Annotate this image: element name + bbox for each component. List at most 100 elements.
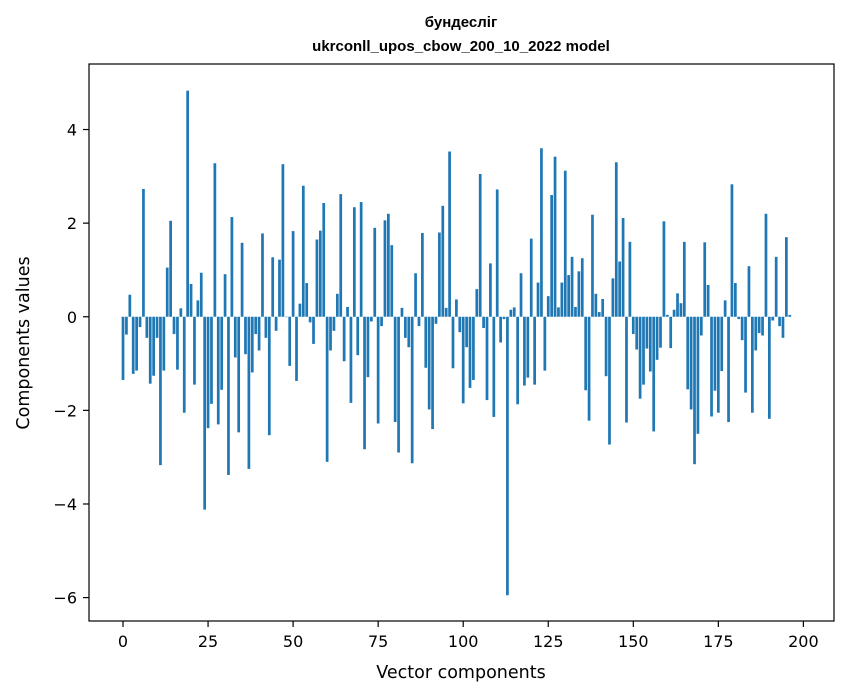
y-tick-label: −4 — [53, 495, 77, 514]
bar — [768, 316, 771, 419]
bar — [291, 231, 295, 317]
bar — [706, 284, 710, 317]
bar — [247, 316, 251, 469]
bar — [754, 316, 758, 351]
bar — [751, 316, 754, 413]
bar — [655, 316, 659, 360]
bar — [618, 261, 622, 317]
bar — [611, 278, 615, 317]
bar — [196, 300, 200, 317]
bar — [329, 316, 332, 351]
x-tick-label: 175 — [703, 632, 734, 651]
bar — [135, 316, 138, 371]
bar — [312, 316, 315, 344]
bar — [686, 316, 690, 390]
bar — [152, 316, 155, 376]
bar — [492, 316, 496, 417]
x-tick-label: 100 — [448, 632, 479, 651]
bar — [587, 316, 591, 421]
bar — [179, 308, 183, 317]
bar — [631, 316, 635, 335]
bar — [645, 316, 649, 349]
bar — [407, 316, 411, 348]
bar — [628, 241, 632, 317]
bar — [155, 316, 159, 338]
bar — [138, 316, 142, 328]
bar — [373, 227, 377, 317]
bar — [519, 273, 523, 317]
bar — [448, 151, 451, 317]
y-axis-label: Components values — [14, 256, 34, 429]
bar — [648, 316, 652, 372]
bar — [199, 272, 203, 317]
x-axis-ticks: 0 25 50 75 100 125 150 175 200 — [118, 621, 819, 651]
bar — [352, 207, 356, 317]
bar-series — [121, 90, 792, 596]
bar — [465, 316, 468, 348]
bar — [444, 307, 448, 317]
bar — [512, 307, 516, 317]
bar — [540, 148, 543, 317]
bar — [121, 316, 125, 380]
bar — [665, 314, 669, 317]
bar — [744, 316, 747, 393]
bar — [165, 267, 169, 317]
bar — [693, 316, 696, 465]
bar — [478, 174, 482, 317]
bar — [298, 303, 302, 317]
bar — [172, 316, 176, 335]
bar — [458, 316, 462, 333]
bar — [475, 289, 479, 317]
bar — [662, 221, 666, 317]
bar — [233, 316, 237, 358]
bar — [659, 316, 662, 348]
bar — [295, 316, 298, 381]
bar — [455, 299, 458, 317]
bar — [577, 271, 581, 317]
bar — [485, 316, 489, 401]
bar — [536, 282, 540, 317]
bar — [625, 316, 628, 423]
bar — [441, 205, 445, 317]
bar — [740, 316, 744, 341]
bar — [315, 239, 319, 317]
bar — [642, 316, 645, 385]
bar — [210, 316, 213, 404]
bar — [696, 316, 700, 434]
bar — [366, 316, 370, 378]
bar — [125, 316, 128, 335]
bar — [570, 256, 574, 317]
bar — [785, 237, 788, 317]
bar — [713, 316, 717, 391]
bar — [608, 316, 611, 445]
bar — [176, 316, 179, 370]
x-tick-label: 0 — [118, 632, 128, 651]
x-tick-label: 125 — [533, 632, 564, 651]
x-tick-label: 50 — [283, 632, 303, 651]
bar — [342, 316, 346, 362]
chart-title: бундеслiг — [425, 14, 497, 31]
bar — [322, 203, 326, 317]
bar — [186, 90, 190, 317]
bar — [468, 316, 472, 388]
bar — [557, 307, 560, 317]
bar — [424, 316, 428, 368]
x-tick-label: 25 — [198, 632, 218, 651]
bar — [431, 316, 434, 430]
bar — [621, 217, 625, 317]
bar — [220, 316, 224, 390]
bar — [635, 316, 639, 350]
bar — [335, 293, 339, 317]
bar — [550, 195, 554, 317]
bar — [387, 213, 390, 317]
bar — [349, 316, 353, 403]
bar — [489, 263, 492, 317]
bar — [502, 316, 506, 320]
bar — [747, 266, 751, 317]
bar — [526, 316, 530, 378]
x-tick-label: 75 — [368, 632, 388, 651]
bar — [359, 202, 363, 317]
bar — [771, 316, 775, 321]
